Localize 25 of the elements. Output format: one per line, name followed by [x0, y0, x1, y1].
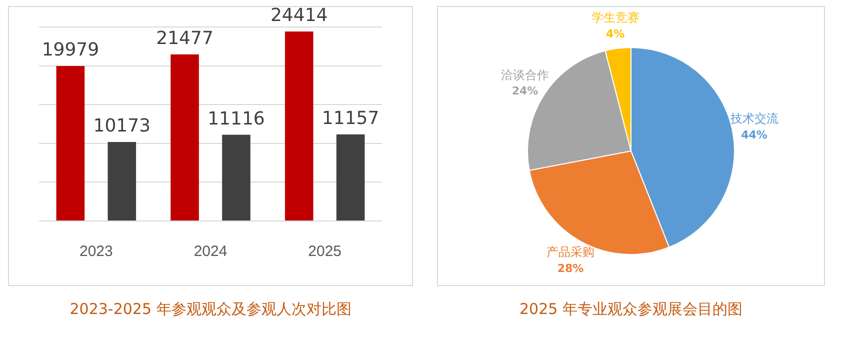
x-tick-label: 2023 — [79, 243, 113, 260]
bar — [336, 134, 365, 220]
data-label: 11116 — [208, 108, 265, 130]
slice-label: 学生竞赛 — [591, 10, 640, 25]
bar — [222, 134, 250, 220]
slice-label: 产品采购 — [546, 245, 595, 260]
data-label: 11157 — [322, 108, 380, 130]
slice-label: 洽谈合作 — [501, 68, 550, 82]
text: 2023-2025 年参观观众及参观人次对比图 — [68, 300, 352, 319]
data-label: 10173 — [93, 116, 151, 137]
text: 2025 年专业观众参观展会目的图 — [518, 300, 744, 319]
bar — [108, 142, 136, 220]
data-label: 44% — [741, 128, 768, 142]
x-tick-label: 2024 — [194, 243, 228, 260]
data-label: 19979 — [42, 40, 100, 61]
data-label: 24414 — [270, 5, 328, 26]
data-label: 21477 — [156, 28, 214, 50]
bar — [56, 66, 85, 220]
data-label: 24% — [512, 84, 538, 98]
x-tick-label: 2025 — [308, 243, 342, 260]
bar — [284, 32, 314, 220]
data-label: 4% — [606, 27, 625, 40]
slice-label: 技术交流 — [729, 112, 778, 126]
bar — [170, 54, 199, 220]
data-label: 28% — [557, 262, 584, 275]
